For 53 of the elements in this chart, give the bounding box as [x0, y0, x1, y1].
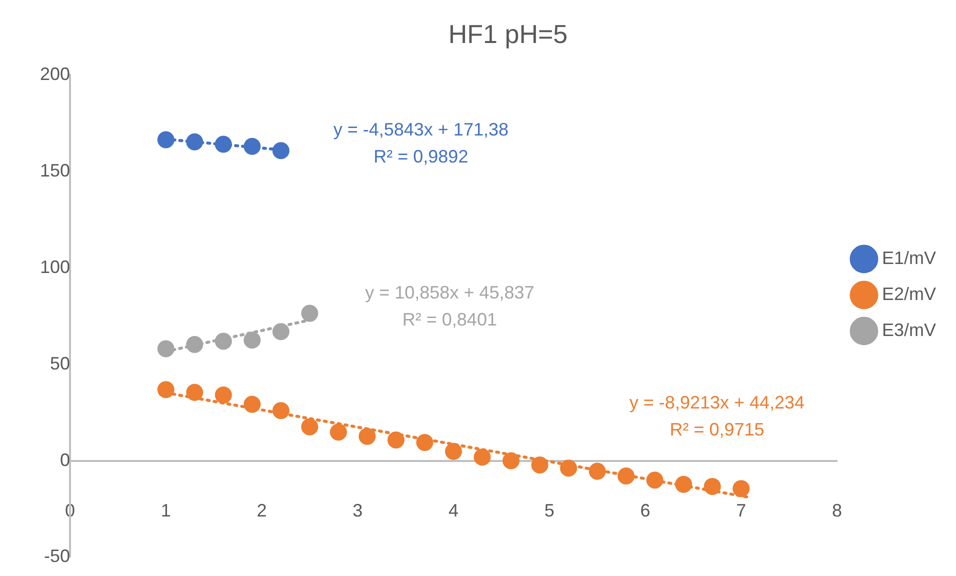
- point: [704, 478, 721, 495]
- x-tick-label: 1: [160, 500, 171, 521]
- y-tick-label: 50: [50, 353, 70, 374]
- legend-label: E1/mV: [882, 248, 936, 268]
- point: [244, 138, 261, 155]
- point: [214, 386, 232, 404]
- y-tick-label: 200: [40, 64, 70, 84]
- point: [214, 136, 232, 153]
- point: [301, 418, 318, 436]
- annotation: y = -8,9213x + 44,234 R² = 0,9715: [629, 392, 805, 440]
- point: [186, 384, 204, 401]
- annotation: y = 10,858x + 45,837 R² = 0,8401: [365, 282, 534, 330]
- point: [330, 424, 347, 441]
- x-tick-label: 4: [448, 500, 458, 521]
- point: [560, 460, 578, 477]
- point: [244, 332, 261, 349]
- point: [157, 340, 174, 358]
- point: [301, 304, 318, 322]
- point: [588, 462, 606, 480]
- y-tick-label: -50: [44, 546, 70, 566]
- point: [474, 448, 491, 466]
- y-tick-label: 150: [40, 160, 70, 181]
- point: [732, 480, 750, 498]
- point: [358, 428, 376, 445]
- point: [272, 323, 290, 340]
- point: [416, 434, 434, 451]
- point: [618, 468, 635, 485]
- x-tick-label: 8: [832, 500, 842, 521]
- legend-label: E3/mV: [882, 320, 936, 340]
- x-tick-label: 3: [352, 500, 363, 521]
- x-tick-label: 5: [544, 500, 554, 521]
- point: [214, 332, 232, 350]
- y-tick-label: 0: [60, 450, 70, 470]
- y-tick-label: 100: [40, 256, 70, 277]
- x-tick-label: 7: [736, 500, 746, 521]
- point: [675, 476, 692, 493]
- point: [444, 442, 462, 460]
- point: [387, 431, 404, 448]
- x-tick-label: 6: [640, 500, 650, 521]
- point: [646, 472, 664, 489]
- point: [272, 402, 290, 420]
- point: [186, 133, 204, 150]
- point: [157, 131, 174, 148]
- annotation: y = -4,5843x + 171,38 R² = 0,9892: [333, 120, 508, 167]
- point: [186, 336, 204, 354]
- point: [244, 396, 261, 413]
- x-tick-label: 2: [256, 500, 267, 521]
- point: [272, 142, 290, 160]
- legend-label: E2/mV: [882, 284, 936, 304]
- chart-title: HF1 pH=5: [448, 18, 568, 49]
- point: [502, 452, 520, 470]
- point: [157, 381, 174, 398]
- point: [531, 456, 548, 474]
